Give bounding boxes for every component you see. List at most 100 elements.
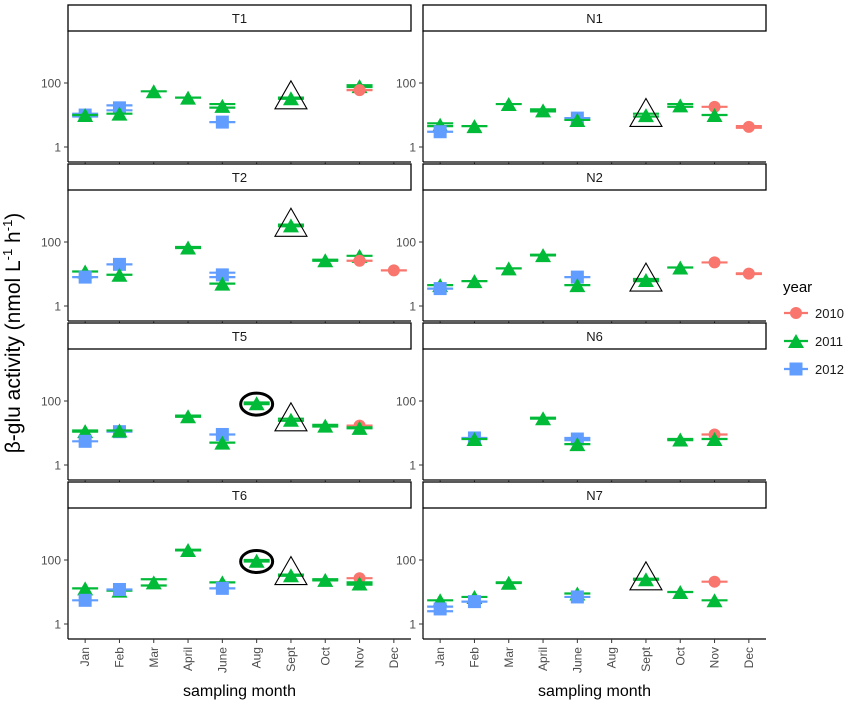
marker-triangle (214, 276, 231, 291)
x-tick-label: Jan (78, 647, 92, 666)
marker-triangle (282, 568, 299, 583)
marker-square (433, 602, 447, 616)
point-2012-jan (72, 593, 99, 607)
point-2011-sept (632, 572, 659, 587)
panel-strip-label: T1 (232, 11, 247, 26)
marker-triangle (248, 396, 265, 411)
marker-circle (708, 256, 721, 269)
marker-triangle (282, 412, 299, 427)
point-2010-nov (346, 254, 373, 267)
marker-triangle (500, 97, 517, 112)
marker-triangle (706, 431, 723, 446)
marker-triangle (569, 112, 586, 127)
point-2011-feb (461, 119, 488, 134)
panel-strip (422, 4, 767, 32)
marker-triangle (111, 423, 128, 438)
marker-square (433, 125, 447, 139)
panel-strip-label: T2 (232, 170, 247, 185)
x-tick-label: June (570, 647, 584, 673)
marker-square (78, 593, 92, 607)
x-tick-label: April (536, 647, 550, 671)
point-2012-june (209, 581, 236, 595)
point-2011-oct (667, 585, 694, 599)
marker-square (78, 270, 92, 284)
x-tick-label: Mar (147, 647, 161, 668)
marker-square (570, 590, 584, 604)
marker-triangle (111, 267, 128, 282)
marker-circle (742, 267, 755, 280)
x-tick-label: Dec (387, 647, 401, 668)
marker-triangle (180, 543, 197, 558)
point-2012-jan (72, 270, 99, 284)
point-2011-sept (277, 91, 304, 106)
marker-square (215, 115, 229, 129)
marker-triangle (500, 261, 517, 276)
point-2011-feb (106, 423, 133, 438)
point-2011-nov (346, 576, 373, 591)
x-tick-label: Oct (318, 646, 332, 665)
point-2012-june (209, 115, 236, 129)
panel-strip-label: T6 (232, 488, 247, 503)
point-2011-mar (140, 575, 167, 590)
point-2012-feb (106, 257, 133, 271)
marker-square (215, 581, 229, 595)
marker-triangle (145, 84, 162, 99)
point-2012-june (564, 590, 591, 604)
panel-n2: N2 1 100 (396, 163, 767, 325)
x-tick-label: Aug (605, 647, 619, 668)
y-tick-label: 100 (396, 236, 416, 250)
y-axis-label-part: β-glu activity (nmol L (2, 260, 25, 453)
x-tick-label: Nov (353, 647, 367, 668)
panel-strip (422, 481, 767, 509)
marker-triangle (706, 108, 723, 122)
marker-square (215, 268, 229, 282)
marker-triangle (535, 248, 552, 263)
marker-circle (353, 254, 366, 267)
point-2011-oct (312, 572, 339, 587)
marker-triangle (466, 274, 483, 289)
marker-triangle (317, 572, 334, 587)
x-tick-label: Feb (467, 647, 481, 668)
point-2011-april (530, 248, 557, 263)
point-2012-june (209, 427, 236, 441)
panel-t2: T2 1 100 (41, 163, 412, 325)
highlight-triangle (274, 207, 308, 237)
marker-triangle (569, 437, 586, 452)
point-2011-sept (277, 218, 304, 233)
legend-entry-2012: 2012 (784, 362, 844, 377)
marker-triangle (180, 90, 197, 105)
legend-key-circle (790, 307, 802, 319)
marker-square (112, 582, 126, 596)
marker-triangle (77, 108, 94, 122)
marker-triangle (535, 411, 552, 426)
panel-n1: N1 1 100 (396, 4, 767, 166)
point-2011-june (209, 276, 236, 291)
marker-triangle (672, 432, 689, 447)
marker-triangle (248, 553, 265, 568)
panel-n6: N6 1 100 (396, 322, 767, 484)
x-tick-label: Dec (742, 647, 756, 668)
panel-strip-label: N7 (586, 488, 603, 503)
point-2011-june (209, 98, 236, 113)
y-tick-label: 100 (396, 77, 416, 91)
highlight-triangle (274, 79, 308, 110)
point-2011-june (564, 278, 591, 293)
marker-triangle (317, 418, 334, 433)
y-tick-label: 1 (409, 618, 416, 632)
point-2011-nov (346, 420, 373, 435)
point-2011-mar (140, 84, 167, 99)
y-tick-label: 1 (409, 141, 416, 155)
legend-key-triangle (788, 334, 804, 348)
marker-triangle (637, 273, 654, 288)
highlight-triangle (274, 401, 308, 432)
y-tick-label: 100 (41, 77, 61, 91)
point-2011-april (530, 103, 557, 118)
highlight-triangle (629, 97, 663, 128)
highlight-ellipse (239, 548, 275, 574)
highlight-triangle (629, 560, 663, 591)
point-2011-june (209, 435, 236, 450)
point-2011-feb (106, 267, 133, 282)
marker-triangle (180, 409, 197, 424)
marker-triangle (214, 435, 231, 450)
